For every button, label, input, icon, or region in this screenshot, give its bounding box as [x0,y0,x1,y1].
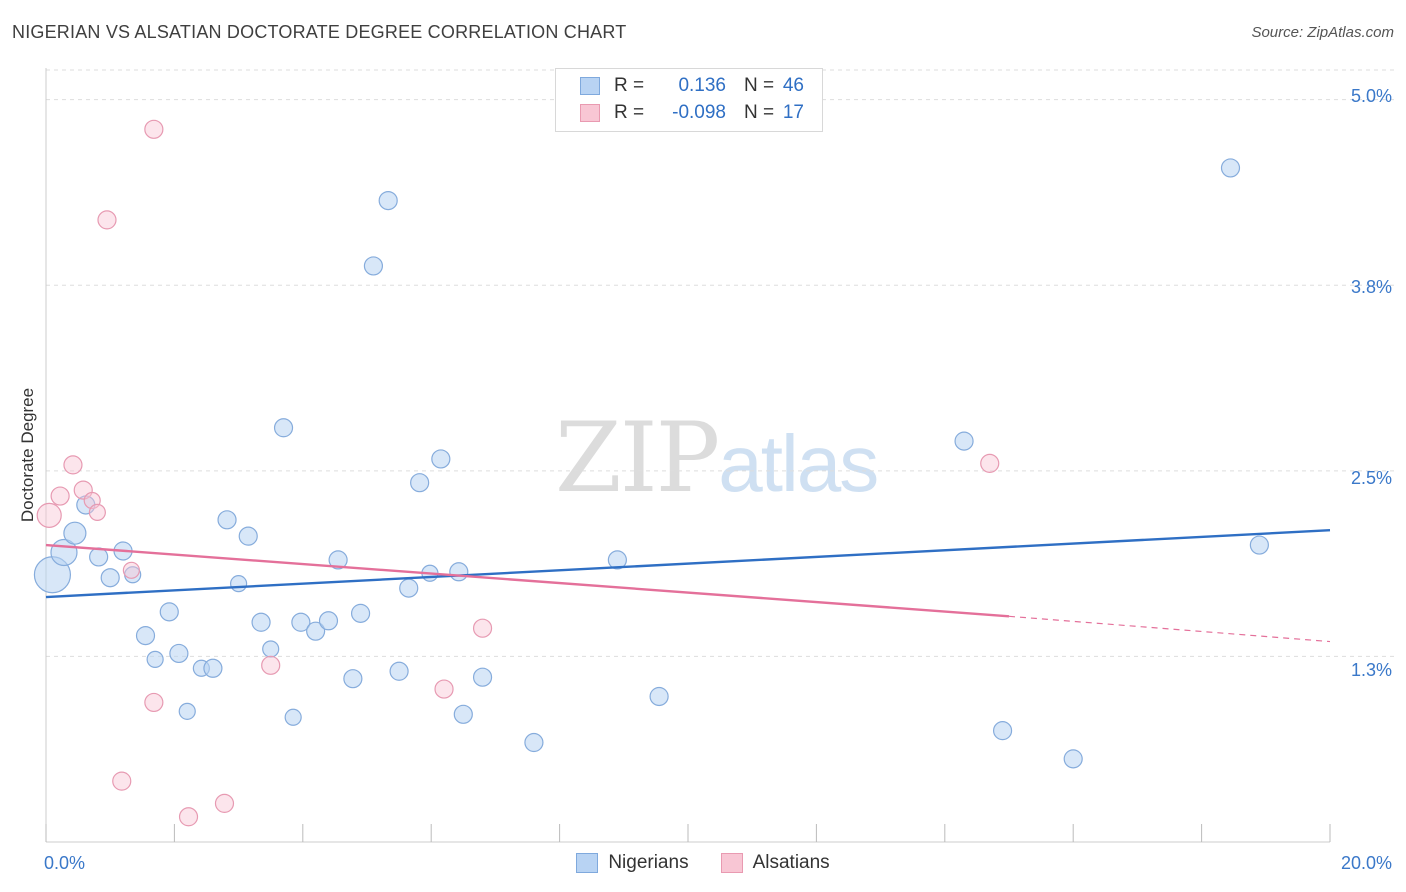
nigerian-data-point [992,721,1013,741]
y-tick-label: 3.8% [1350,277,1392,297]
nigerian-data-point [649,686,669,707]
alsatian-trendline-extension [1008,615,1331,643]
alsatian-data-point [472,618,493,638]
nigerian-data-point [262,640,280,658]
nigerian-data-point [284,708,302,726]
nigerian-data-point [431,449,451,469]
legend-label-nigerians: Nigerians [608,852,689,873]
alsatian-data-point [63,455,83,475]
nigerian-data-point [449,562,469,582]
nigerian-data-point [453,704,473,724]
alsatian-data-point [144,692,164,713]
alsatian-data-point [88,503,106,521]
series-legend: Nigerians Alsatians [0,852,1406,874]
nigerian-data-point [350,603,371,623]
nigerian-data-point [230,575,248,593]
legend-swatch-alsatians [580,104,600,122]
alsatian-data-point [122,561,140,579]
legend-item-nigerians[interactable]: Nigerians [576,852,689,874]
watermark: ZIPatlas [555,402,879,514]
nigerian-data-point [363,256,384,276]
legend-swatch-alsatians [720,853,743,873]
alsatian-data-point [434,679,454,699]
x-tick-label-max: 20.0% [1340,853,1392,873]
nigerian-data-point [343,669,363,689]
nigerian-data-point [217,510,237,530]
nigerian-data-point [1063,749,1083,769]
alsatian-data-point [980,453,1000,473]
nigerian-data-point [306,621,326,641]
alsatian-data-point [178,807,199,827]
nigerian-data-point [291,612,311,632]
nigerian-data-point [1220,158,1241,178]
nigerian-data-point [378,190,398,211]
legend-row-nigerians: R = 0.136 N = 46 [580,73,804,99]
alsatian-data-point [112,771,132,791]
nigerian-data-point [169,643,189,664]
nigerian-data-point [100,568,120,588]
legend-r-value: -0.098 [672,102,726,123]
legend-n-value: 17 [782,102,804,123]
nigerian-data-point [89,547,109,567]
legend-r-label: R = [614,102,645,123]
y-tick-label: 1.3% [1350,660,1392,680]
nigerian-data-point [1249,535,1269,555]
legend-swatch-nigerians [580,77,600,95]
legend-item-alsatians[interactable]: Alsatians [720,852,830,874]
alsatian-data-point [214,793,235,813]
nigerian-data-point [472,667,493,687]
chart-title: NIGERIAN VS ALSATIAN DOCTORATE DEGREE CO… [12,22,627,42]
watermark-zip: ZIP [555,402,720,514]
legend-r-value: 0.136 [678,75,726,96]
legend-swatch-nigerians [576,853,599,873]
nigerian-data-point [273,418,294,438]
nigerian-data-point [389,661,409,681]
legend-row-alsatians: R = -0.098 N = 17 [580,100,804,126]
nigerian-data-point [607,550,627,570]
nigerian-data-point [238,526,258,546]
nigerian-data-point [63,521,87,545]
alsatian-data-point [144,119,164,139]
correlation-legend: R = 0.136 N = 46 R = -0.098 N = 17 [555,68,823,132]
nigerian-data-point [178,702,196,720]
nigerian-data-point [146,650,164,668]
source-label: Source: ZipAtlas.com [1251,24,1394,41]
legend-n-label: N = [744,75,775,96]
nigerian-trendline [45,529,1331,599]
nigerian-data-point [318,611,339,631]
alsatian-data-point [261,655,281,675]
legend-n-label: N = [744,102,775,123]
nigerian-data-point [524,732,544,753]
nigerian-data-point [410,473,430,493]
nigerian-data-point [135,626,156,646]
y-tick-label: 5.0% [1350,86,1392,106]
alsatian-data-point [36,502,62,528]
alsatian-data-point [50,486,70,506]
legend-label-alsatians: Alsatians [752,852,830,873]
nigerian-data-point [159,602,179,622]
watermark-atlas: atlas [718,419,879,508]
legend-n-value: 46 [782,75,804,96]
nigerian-data-point [399,578,419,598]
x-tick-label-min: 0.0% [44,853,86,873]
y-tick-label: 2.5% [1350,468,1392,488]
nigerian-data-point [251,612,271,632]
alsatian-trendline [45,543,1010,618]
nigerian-data-point [203,658,223,678]
legend-r-label: R = [614,75,645,96]
alsatian-data-point [97,210,117,230]
nigerian-data-point [954,431,974,451]
nigerian-data-point [328,550,348,570]
